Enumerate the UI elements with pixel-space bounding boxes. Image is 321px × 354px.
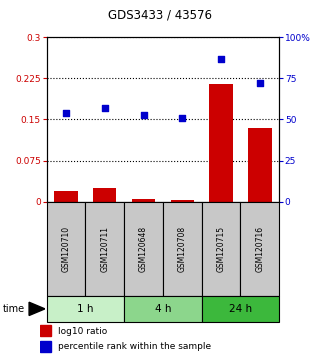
Point: [63, 110, 68, 116]
Text: 4 h: 4 h: [155, 304, 171, 314]
Bar: [124, 202, 163, 296]
Point: [257, 80, 263, 86]
Text: GSM120710: GSM120710: [61, 225, 70, 272]
Bar: [248, 128, 272, 202]
Point: [141, 112, 146, 118]
Text: GSM120708: GSM120708: [178, 225, 187, 272]
Bar: [163, 202, 202, 296]
Bar: [240, 202, 279, 296]
Point: [219, 56, 224, 61]
Bar: [93, 188, 116, 202]
Text: GSM120715: GSM120715: [217, 225, 226, 272]
Point: [180, 115, 185, 121]
Polygon shape: [29, 302, 45, 315]
Bar: [47, 202, 85, 296]
Bar: [171, 200, 194, 202]
Text: GDS3433 / 43576: GDS3433 / 43576: [108, 9, 213, 22]
Text: 24 h: 24 h: [229, 304, 252, 314]
Bar: [124, 296, 202, 322]
Bar: [202, 296, 279, 322]
Text: 1 h: 1 h: [77, 304, 94, 314]
Bar: [132, 199, 155, 202]
Text: GSM120711: GSM120711: [100, 226, 109, 272]
Text: log10 ratio: log10 ratio: [58, 326, 107, 336]
Text: GSM120716: GSM120716: [256, 225, 265, 272]
Bar: [202, 202, 240, 296]
Bar: [47, 296, 124, 322]
Bar: [40, 325, 51, 336]
Bar: [85, 202, 124, 296]
Bar: [54, 191, 78, 202]
Bar: [40, 341, 51, 353]
Point: [102, 105, 107, 111]
Text: time: time: [3, 304, 25, 314]
Bar: [209, 84, 233, 202]
Text: percentile rank within the sample: percentile rank within the sample: [58, 342, 211, 352]
Text: GSM120648: GSM120648: [139, 225, 148, 272]
